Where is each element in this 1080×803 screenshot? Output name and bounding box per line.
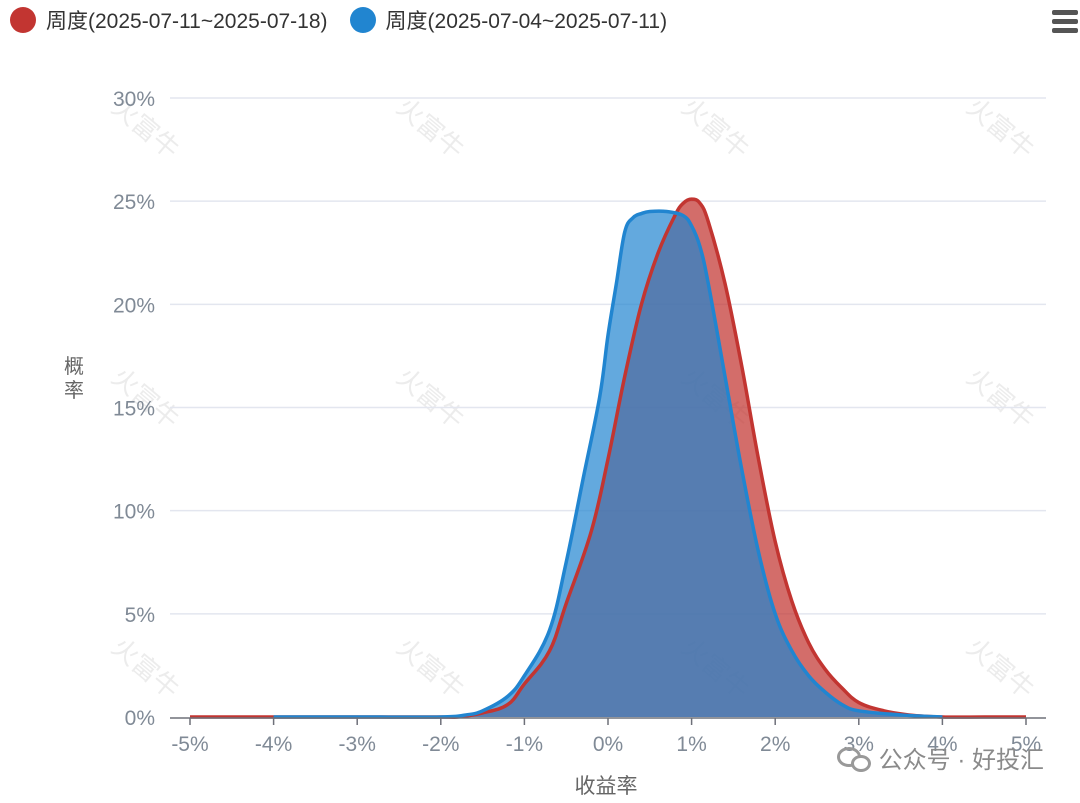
watermark-mark: 火富牛: [961, 632, 1040, 705]
watermark-mark: 火富牛: [961, 362, 1040, 435]
watermark-mark: 火富牛: [391, 92, 470, 165]
y-axis-label: 概率: [64, 356, 84, 402]
x-tick-label: -2%: [422, 733, 459, 756]
x-tick-label: -5%: [171, 733, 208, 756]
legend-dot-series-2: [349, 7, 376, 33]
legend-item-series-1[interactable]: 周度(2025-07-11~2025-07-18): [10, 5, 328, 35]
y-tick-label: 10%: [113, 501, 155, 524]
y-tick-label: 5%: [125, 604, 155, 627]
y-tick-label: 15%: [113, 398, 155, 421]
x-tick-label: -3%: [339, 733, 376, 756]
y-tick-label: 0%: [125, 707, 155, 730]
legend: 周度(2025-07-11~2025-07-18) 周度(2025-07-04~…: [10, 5, 667, 35]
x-axis-label: 收益率: [575, 775, 638, 798]
legend-label-series-2: 周度(2025-07-04~2025-07-11): [385, 10, 668, 33]
x-tick-label: 5%: [1011, 733, 1041, 756]
x-tick-label: -1%: [506, 733, 543, 756]
watermark-mark: 火富牛: [106, 632, 185, 705]
watermark-mark: 火富牛: [391, 632, 470, 705]
legend-label-series-1: 周度(2025-07-11~2025-07-18): [46, 10, 328, 33]
x-tick-label: 1%: [676, 733, 706, 756]
x-tick-label: 0%: [593, 733, 623, 756]
watermark-text: 公众号 · 好投汇: [878, 747, 1044, 774]
x-tick-label: 4%: [927, 733, 957, 756]
x-tick-label: 2%: [760, 733, 790, 756]
series-1-line: [189, 197, 1026, 720]
axes: 0% 5% 10% 15% 20% 25% 30% -5% -4% -3% -2% -1% 0% 1% 2%…: [113, 88, 1046, 798]
y-tick-label: 20%: [113, 294, 155, 317]
watermark-mark: 火富牛: [391, 362, 470, 435]
series-2-line: [273, 209, 943, 719]
watermark-mark: 火富牛: [676, 92, 755, 165]
y-tick-label: 25%: [113, 191, 155, 214]
legend-dot-series-1: [10, 7, 36, 33]
wechat-watermark: 公众号 · 好投汇: [836, 740, 1044, 775]
x-tick-label: -4%: [255, 733, 292, 756]
wechat-icon: [836, 745, 871, 772]
y-tick-label: 30%: [113, 88, 155, 111]
hamburger-menu-icon[interactable]: [1052, 10, 1078, 34]
series-layer: [189, 197, 1026, 720]
watermark-mark: 火富牛: [961, 92, 1040, 165]
legend-item-series-2[interactable]: 周度(2025-07-04~2025-07-11): [349, 5, 668, 35]
